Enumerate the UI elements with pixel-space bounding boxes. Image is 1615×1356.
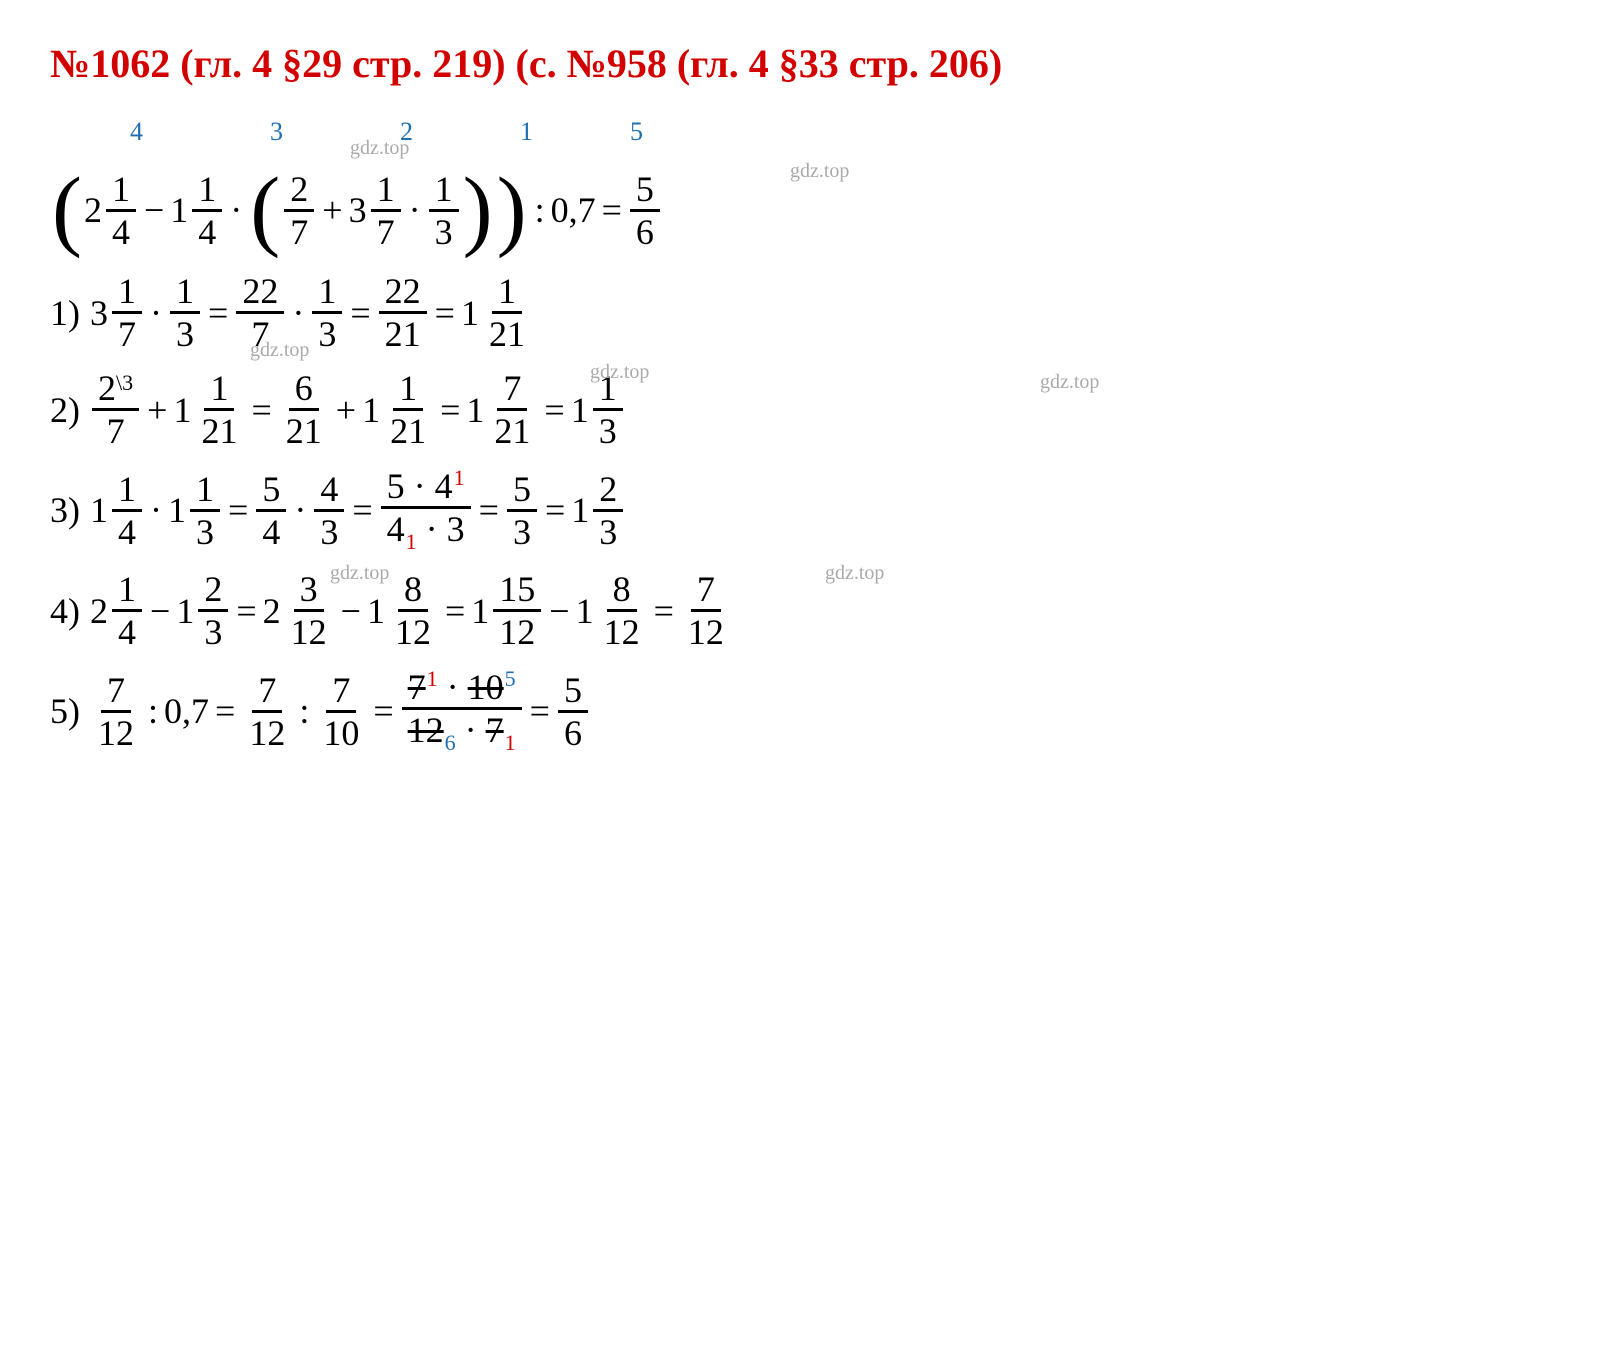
frac-1-3: 13: [429, 171, 459, 250]
rparen-inner: ): [463, 165, 493, 255]
frac-5-6: 56: [630, 171, 660, 250]
problem-expression: ( 2 14 − 1 14 · ( 27 + 3 17 · 13 ) ) : 0…: [50, 165, 1565, 255]
equals-op: =: [602, 192, 622, 228]
watermark: gdz.top: [330, 563, 389, 583]
step-5: 5) 712 : 0,7 = 712 : 710 = 71 · 105 126 …: [50, 668, 1565, 754]
dot-op: ·: [409, 192, 421, 228]
watermark: gdz.top: [250, 340, 309, 360]
plus-op: +: [322, 192, 342, 228]
watermark: gdz.top: [790, 161, 849, 181]
mixed-2-1-4: 2 14: [84, 171, 138, 250]
step-label: 2): [50, 392, 80, 428]
minus-op: −: [144, 192, 164, 228]
step-2: gdz.top 2) 2\37 + 1121 = 621 + 1121 = 17…: [50, 370, 1565, 449]
frac-2-7: 27: [284, 171, 314, 250]
watermark: gdz.top: [825, 563, 884, 583]
step-annotations: 4 3 2 1 5 gdz.top: [50, 117, 1565, 147]
decimal-0-7: 0,7: [551, 192, 596, 228]
alt-ref: (с. №958 (гл. 4 §33 стр. 206): [516, 41, 1003, 86]
step-3: 3) 114 · 113 = 54 · 43 = 5 · 41 41 · 3 =…: [50, 467, 1565, 553]
mixed-3-1-7: 3 17: [349, 171, 403, 250]
main-ref: №1062 (гл. 4 §29 стр. 219): [50, 41, 506, 86]
page-title: №1062 (гл. 4 §29 стр. 219) (с. №958 (гл.…: [50, 40, 1565, 87]
watermark: gdz.top: [1040, 372, 1099, 392]
anno-5: 5: [630, 117, 643, 147]
mixed-1-1-4: 1 14: [170, 171, 224, 250]
lparen-outer: (: [52, 165, 82, 255]
anno-3: 3: [270, 117, 283, 147]
step-4: 4) 214 − 123 = 2312 − 1812 = 11512 − 181…: [50, 571, 1565, 650]
anno-1: 1: [520, 117, 533, 147]
colon-op: :: [535, 192, 545, 228]
step-label: 5): [50, 693, 80, 729]
rparen-outer: ): [497, 165, 527, 255]
dot-op: ·: [230, 192, 242, 228]
lparen-inner: (: [250, 165, 280, 255]
watermark: gdz.top: [590, 362, 649, 382]
step-label: 3): [50, 492, 80, 528]
step-label: 4): [50, 593, 80, 629]
watermark: gdz.top: [350, 137, 409, 160]
anno-4: 4: [130, 117, 143, 147]
step-label: 1): [50, 295, 80, 331]
